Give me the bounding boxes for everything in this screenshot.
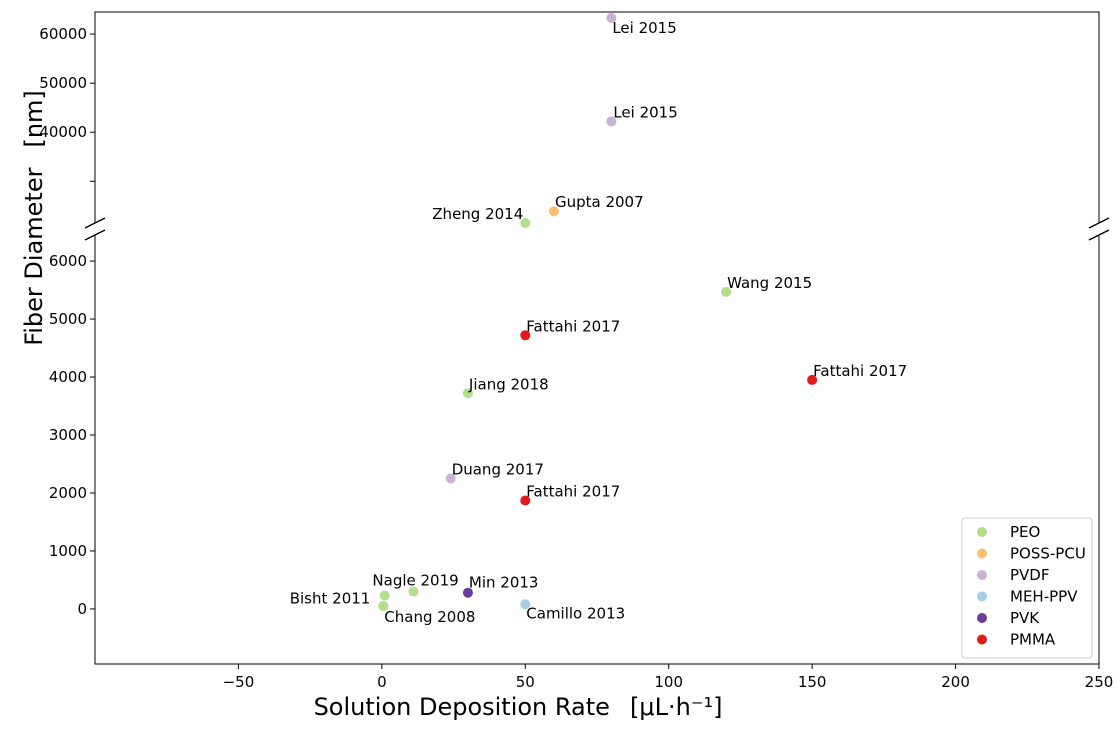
break-mark-2 xyxy=(84,229,106,241)
point-label: Nagle 2019 xyxy=(372,572,458,590)
lower-y-tick-label: 2000 xyxy=(49,484,87,502)
point-pvk xyxy=(462,587,473,598)
point-annotations: Zheng 2014 Wang 2015 Jiang 2018 Nagle 2019B… xyxy=(290,19,907,626)
point-label: Fattahi 2017 xyxy=(813,362,907,380)
legend-label-pvk: PVK xyxy=(1010,609,1040,627)
lower-y-tick-label: 6000 xyxy=(49,252,87,270)
x-tick-label: −50 xyxy=(223,673,255,691)
point-label: Min 2013 xyxy=(469,574,539,592)
break-mark-1 xyxy=(1088,217,1110,229)
y-axis-title: Fiber Diameter[nm] xyxy=(20,90,48,346)
legend-label-peo: PEO xyxy=(1010,523,1040,541)
point-peo xyxy=(408,586,419,597)
lower-y-tick-label: 0 xyxy=(77,600,87,618)
x-tick-label: 50 xyxy=(516,673,535,691)
point-label: Lei 2015 xyxy=(613,103,677,121)
point-label: Zheng 2014 xyxy=(432,205,523,223)
point-pmma xyxy=(520,495,531,506)
upper-y-tick-label: 50000 xyxy=(39,74,87,92)
legend-marker-peo xyxy=(977,527,987,537)
point-meh-ppv xyxy=(520,599,531,610)
legend-label-poss-pcu: POSS-PCU xyxy=(1010,545,1086,563)
upper-y-tick-label: 40000 xyxy=(39,123,87,141)
break-mark-3 xyxy=(1088,229,1110,241)
upper-frame xyxy=(94,11,1100,223)
x-tick-label: 0 xyxy=(377,673,387,691)
point-label: Duang 2017 xyxy=(452,460,544,478)
point-pvdf xyxy=(606,116,617,127)
point-peo xyxy=(721,286,732,297)
point-label: Bisht 2011 xyxy=(290,590,371,608)
lower-y-tick-label: 4000 xyxy=(49,368,87,386)
point-poss-pcu xyxy=(548,206,559,217)
x-axis-title: Solution Deposition Rate [μL·h⁻¹] xyxy=(314,693,723,721)
lower-y-tick-label: 3000 xyxy=(49,426,87,444)
lower-frame xyxy=(94,235,1100,665)
point-pmma xyxy=(520,330,531,341)
point-pvdf xyxy=(445,473,456,484)
point-label: Lei 2015 xyxy=(612,19,676,37)
point-label: Wang 2015 xyxy=(727,274,812,292)
point-peo xyxy=(378,601,389,612)
lower-panel: 0 1000 2000 3000 4000 5000 6000 xyxy=(49,235,1100,665)
lower-y-tick-label: 5000 xyxy=(49,310,87,328)
legend-marker-meh-ppv xyxy=(977,591,987,602)
data-points xyxy=(378,12,818,612)
point-peo xyxy=(462,388,473,399)
upper-panel: 40000 50000 60000 xyxy=(39,11,1100,223)
point-pmma xyxy=(807,374,818,385)
x-tick-label: 150 xyxy=(798,673,827,691)
point-peo xyxy=(520,218,531,228)
legend-label-meh-ppv: MEH-PPV xyxy=(1010,588,1078,606)
x-tick-label: 250 xyxy=(1085,673,1114,691)
legend-marker-pvdf xyxy=(977,570,987,580)
point-label: Jiang 2018 xyxy=(468,375,549,393)
legend-marker-poss-pcu xyxy=(977,548,987,559)
point-peo xyxy=(379,590,390,601)
lower-y-tick-label: 1000 xyxy=(49,542,87,560)
legend-marker-pmma xyxy=(977,634,987,645)
point-label: Chang 2008 xyxy=(384,608,475,626)
legend-label-pmma: PMMA xyxy=(1010,631,1056,649)
x-axis-ticks: −50 0 50 100 150 200 250 xyxy=(223,664,1114,691)
legend: PEO POSS-PCU PVDF MEH-PPV PVK PMMA xyxy=(961,517,1093,659)
x-tick-label: 200 xyxy=(941,673,970,691)
point-label: Camillo 2013 xyxy=(526,604,625,622)
point-pvdf xyxy=(606,12,617,23)
upper-y-tick-label: 60000 xyxy=(39,25,87,43)
point-label: Fattahi 2017 xyxy=(526,317,620,335)
break-mark-0 xyxy=(84,217,106,229)
axis-break-marks xyxy=(84,217,1110,241)
legend-label-pvdf: PVDF xyxy=(1010,566,1050,584)
legend-marker-pvk xyxy=(977,613,987,623)
legend-box xyxy=(961,517,1093,659)
point-label: Gupta 2007 xyxy=(555,193,644,211)
x-tick-label: 100 xyxy=(654,673,683,691)
point-label: Fattahi 2017 xyxy=(526,483,620,501)
